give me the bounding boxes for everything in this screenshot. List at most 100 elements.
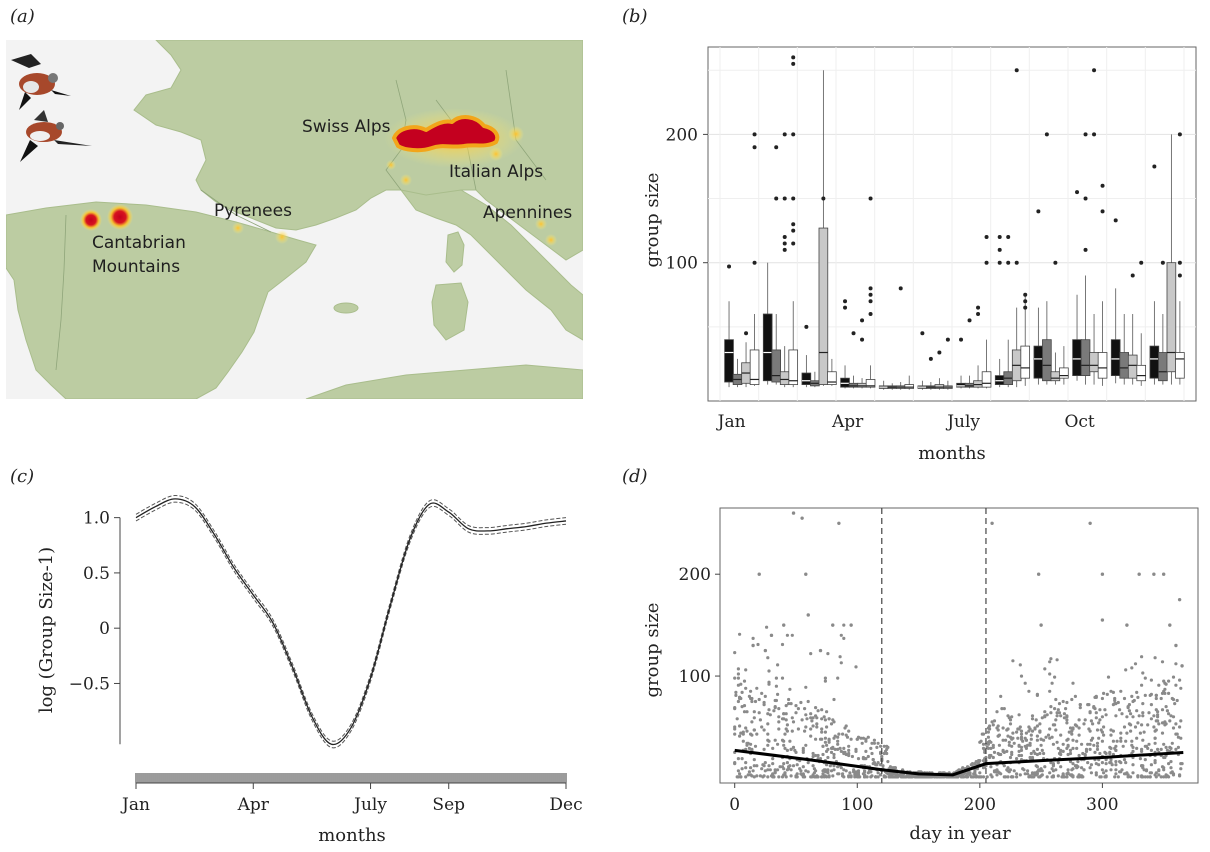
data-point [814,753,818,758]
data-point [1088,766,1092,770]
data-point [739,731,743,735]
data-point [1053,723,1057,727]
data-point [1059,748,1063,752]
data-point [810,719,814,723]
data-point [986,730,990,734]
data-point [811,716,815,720]
data-point [1035,752,1039,757]
outlier-point [782,247,787,252]
xlabel-b: months [918,443,986,464]
data-point [870,741,874,745]
data-point [1011,731,1015,735]
data-point [1049,711,1053,715]
data-point [736,676,740,680]
panel-label-b: (b) [622,6,648,27]
outlier-point [860,337,865,342]
data-point [966,765,970,769]
data-point [739,775,743,779]
data-point [882,744,886,748]
data-point [1027,775,1031,779]
data-point [1082,722,1086,726]
data-point [785,633,789,637]
data-point [1157,683,1161,687]
data-point [1056,746,1060,750]
data-point [1159,747,1163,751]
data-point [1141,714,1145,718]
data-point [820,775,824,779]
data-point [751,769,755,773]
data-point [869,746,873,750]
data-point [798,767,802,771]
data-point [751,643,755,648]
data-point [794,750,798,754]
data-point [875,745,879,749]
data-point [1116,775,1120,779]
data-point [1122,696,1127,701]
data-point [827,738,831,742]
heat-spot-4 [386,160,396,170]
data-point [1120,712,1124,716]
outlier-point [791,222,796,227]
data-point [771,772,775,776]
data-point [1053,707,1057,711]
data-point [997,771,1001,775]
data-point [1111,739,1115,743]
data-point [972,775,976,779]
data-point [766,743,770,747]
data-point [1050,681,1054,685]
data-point [864,739,868,743]
data-point [1176,745,1180,749]
data-point [1089,763,1093,767]
outlier-point [821,196,826,201]
data-point [989,740,993,744]
land-europe [133,40,583,261]
data-point [1129,712,1133,716]
data-point [1086,761,1090,765]
data-point [937,775,941,779]
box [848,382,859,388]
outlier-point [1152,164,1157,169]
data-point [1006,775,1010,779]
data-point [1010,744,1014,748]
data-point [1064,707,1068,711]
data-point [1142,730,1146,734]
data-point [876,761,880,765]
data-point [1094,711,1098,715]
data-point [1102,691,1106,695]
line-log-group-size: 1.0 0.5 0 −0.5 Jan Apr July Sep Dec log (Group S… [36,495,583,846]
data-point [1127,722,1131,726]
data-point [791,511,796,515]
data-point [1114,772,1118,776]
xtick-label-b: Jan [716,412,746,432]
data-point [1130,666,1134,670]
outlier-point [791,55,796,60]
xtick-label-c: Dec [549,795,582,815]
box [904,384,915,389]
data-point [1029,737,1033,741]
data-point [767,669,771,673]
data-point [832,720,836,724]
data-point [842,636,846,640]
data-point [1038,775,1042,779]
data-point [767,680,771,684]
data-point [1174,662,1178,666]
data-point [838,655,842,659]
data-point [1076,760,1080,764]
data-point [1007,743,1011,747]
data-point [809,734,813,738]
data-point [849,774,853,778]
data-point [789,702,793,706]
data-point [750,696,754,701]
data-point [1023,681,1027,685]
data-point [978,775,982,779]
data-point [1102,733,1106,737]
data-point [735,717,739,721]
data-point [820,708,824,712]
data-point [870,774,874,778]
data-point [1017,713,1021,717]
data-point [750,699,754,704]
data-point [758,774,762,778]
data-point [1129,775,1133,779]
outlier-point [1160,260,1165,265]
data-point [738,772,742,776]
